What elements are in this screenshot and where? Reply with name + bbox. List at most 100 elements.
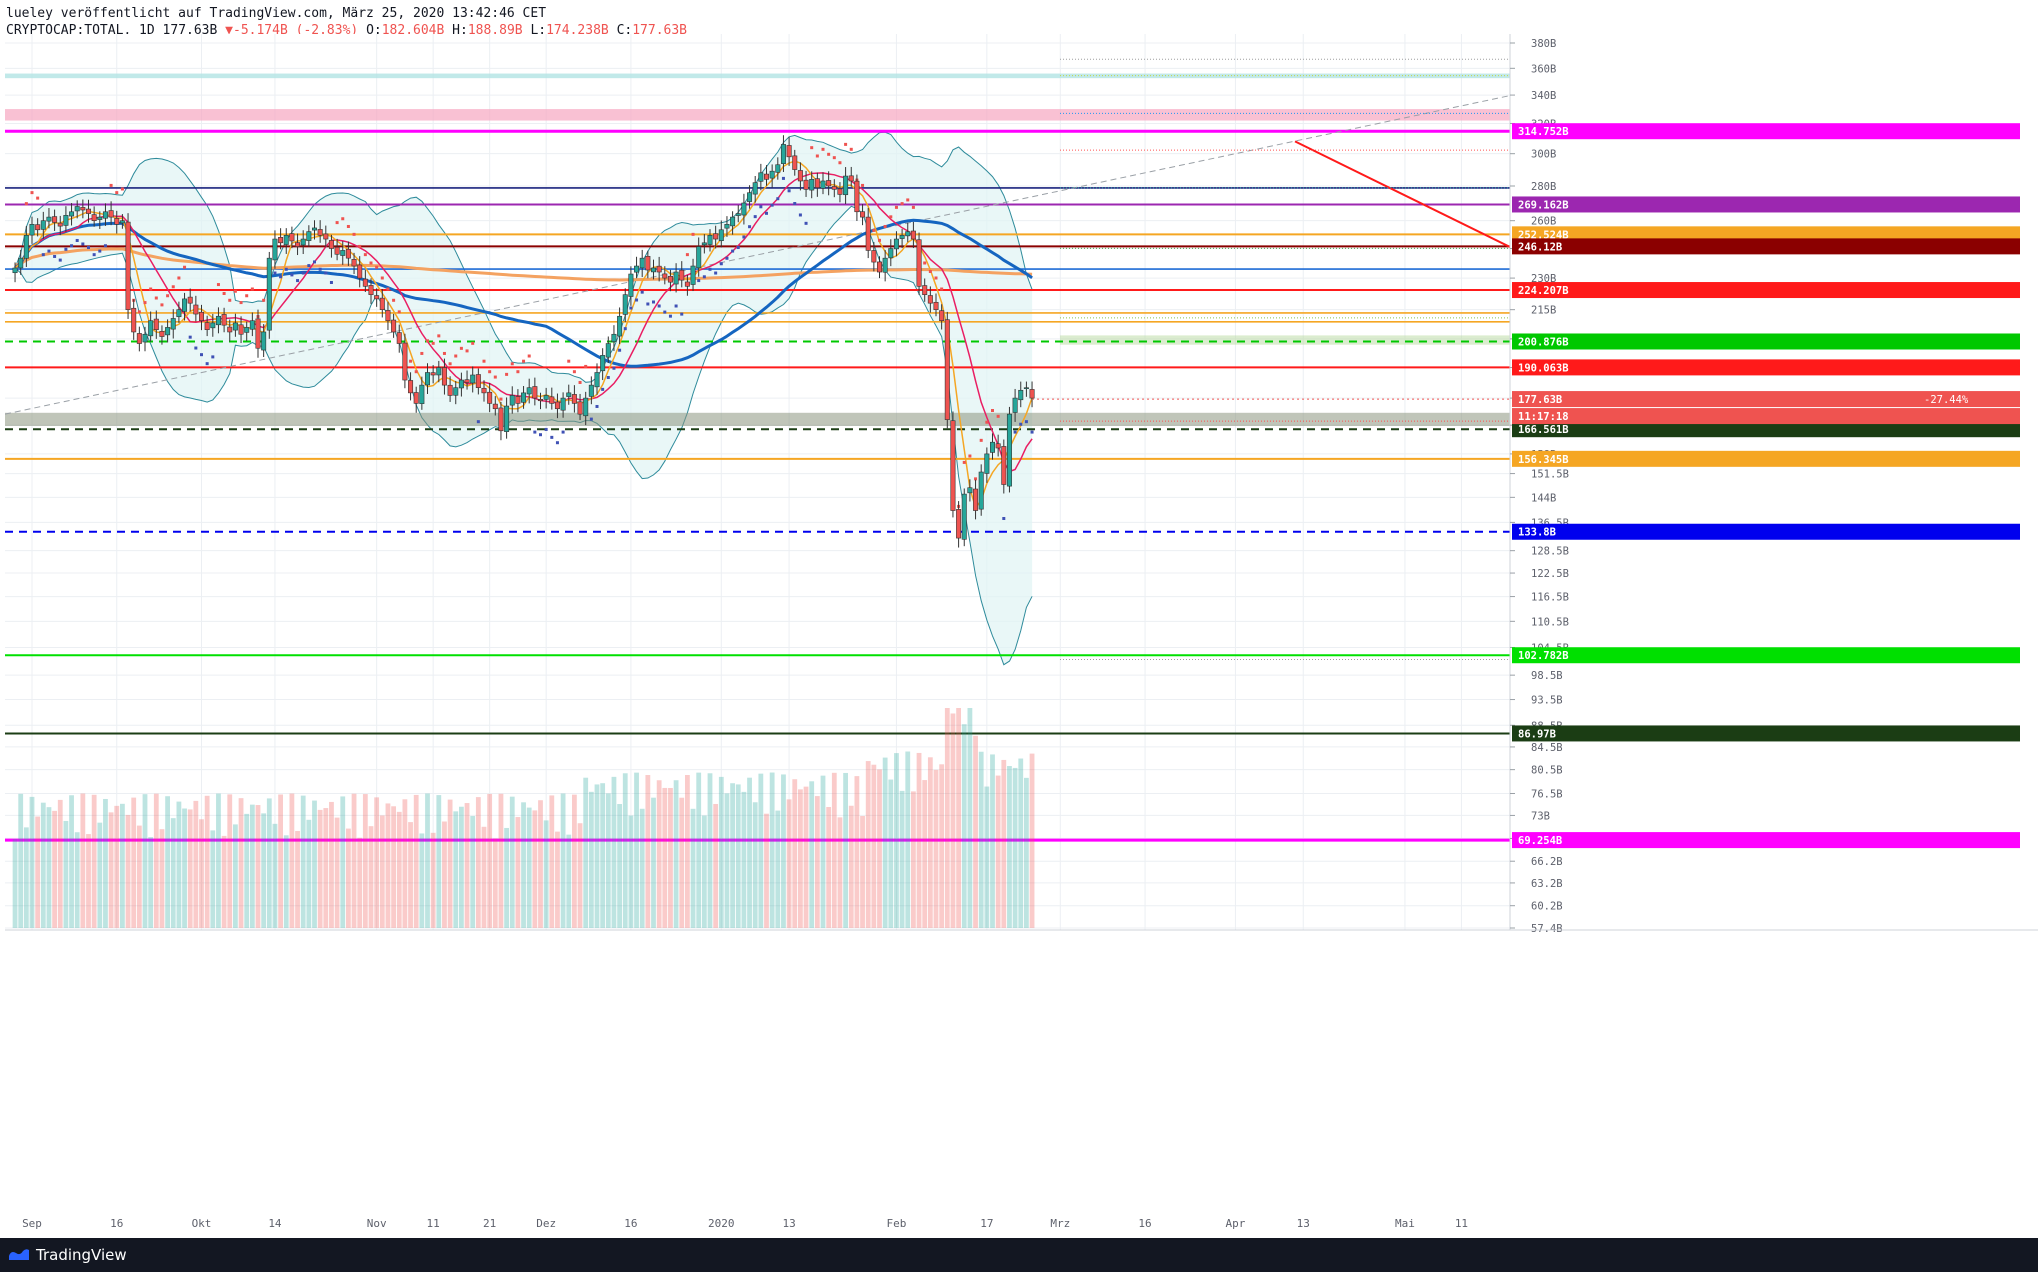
time-axis-label: 17 [980, 1217, 993, 1230]
sar-dot [216, 283, 220, 287]
volume-bar [933, 769, 939, 928]
volume-bar [769, 772, 775, 928]
sar-dot [273, 271, 277, 275]
price-axis-label: 128.5B [1531, 546, 1569, 558]
fib-labels: 0.886(367.04B)0.882(354.441B)0.786(326.9… [1060, 58, 1510, 660]
sar-dot [329, 280, 333, 284]
sar-dot [872, 228, 876, 232]
price-axis-label: 380B [1531, 38, 1556, 50]
volume-bar [233, 824, 238, 928]
sar-dot [239, 301, 243, 305]
volume-bar [481, 826, 487, 928]
volume-bar [136, 825, 142, 928]
volume-bar [995, 775, 1001, 928]
last-price-badge: 177.63B [1518, 394, 1562, 406]
volume-bar [103, 798, 108, 928]
volume-bar [922, 780, 928, 928]
candle-body [826, 180, 832, 187]
volume-bar [865, 761, 871, 928]
price-badge: 200.876B [1518, 336, 1569, 348]
candle-body [74, 206, 80, 212]
candle-body [820, 180, 826, 189]
volume-bar [916, 752, 922, 928]
volume-bar [605, 793, 611, 928]
sar-dot [499, 397, 503, 401]
volume-bar [645, 775, 651, 928]
price-badge-bg [1512, 196, 2020, 213]
candle-body [515, 396, 521, 404]
candle-body [899, 235, 905, 239]
candle-body [311, 227, 317, 231]
volume-bar [261, 813, 267, 928]
volume-bar [74, 832, 80, 928]
volume-bar [549, 795, 555, 928]
volume-bar [718, 776, 724, 928]
candle-body [153, 318, 159, 330]
volume-bar [182, 808, 187, 928]
time-axis-label: Dez [536, 1217, 556, 1230]
candle-body [639, 257, 645, 269]
candle-body [662, 273, 668, 279]
volume-bar [894, 753, 899, 928]
volume-bar [317, 809, 323, 928]
volume-bar [295, 830, 300, 928]
volume-bar [442, 821, 447, 928]
candle-body [136, 333, 142, 344]
sar-dot [674, 304, 678, 308]
sar-dot [561, 430, 565, 434]
sar-dot [640, 290, 644, 294]
candle-body [696, 246, 702, 269]
sar-dot [787, 189, 791, 193]
candle-body [667, 275, 673, 283]
sar-dot [200, 353, 203, 357]
volume-bar [747, 777, 752, 928]
volume-bar [950, 713, 956, 928]
sar-dot [397, 310, 401, 314]
sar-dot [629, 306, 633, 310]
price-badge-bg [1512, 832, 2020, 849]
sar-dot [324, 271, 328, 275]
volume-bar [752, 802, 758, 928]
volume-bar [515, 817, 521, 928]
volume-bar [266, 798, 272, 928]
candle-body [684, 281, 690, 287]
candle-body [114, 218, 120, 225]
volume-bar [967, 708, 973, 928]
volume-bar [142, 794, 148, 928]
sar-dot [911, 205, 915, 209]
candle-body [187, 296, 193, 304]
candle-body [91, 214, 97, 221]
tradingview-logo[interactable]: TradingView [8, 1246, 127, 1264]
candle-body [956, 509, 962, 539]
sar-dot [233, 289, 237, 293]
candle-body [509, 395, 515, 406]
sar-dot [685, 253, 689, 257]
sar-dot [815, 154, 819, 158]
candle-body [424, 372, 430, 386]
candle-body [215, 315, 221, 326]
candle-body [792, 155, 798, 170]
price-chart[interactable]: 0.886(367.04B)0.882(354.441B)0.786(326.9… [0, 0, 2038, 1238]
volume-bar [781, 774, 786, 928]
candle-body [752, 182, 758, 195]
candle-body [498, 407, 504, 432]
price-axis-label: 340B [1531, 90, 1556, 102]
price-axis-label: 300B [1531, 149, 1556, 161]
candle-body [741, 202, 747, 216]
volume-bar [1001, 759, 1007, 928]
candle-body [549, 396, 555, 404]
candle-body [1012, 397, 1018, 413]
volume-bar [238, 798, 244, 928]
sar-dot [307, 264, 311, 268]
sar-dot [793, 202, 797, 206]
sar-dot [1019, 422, 1023, 426]
time-axis-label: Nov [367, 1217, 387, 1230]
price-axis-label: 66.2B [1531, 856, 1563, 868]
volume-bar [97, 822, 103, 928]
volume-bar [939, 764, 945, 928]
volume-bar [120, 803, 125, 928]
sar-dot [748, 225, 752, 229]
volume-bar [283, 835, 289, 928]
candle-body [396, 332, 402, 344]
candle-body [193, 304, 199, 315]
